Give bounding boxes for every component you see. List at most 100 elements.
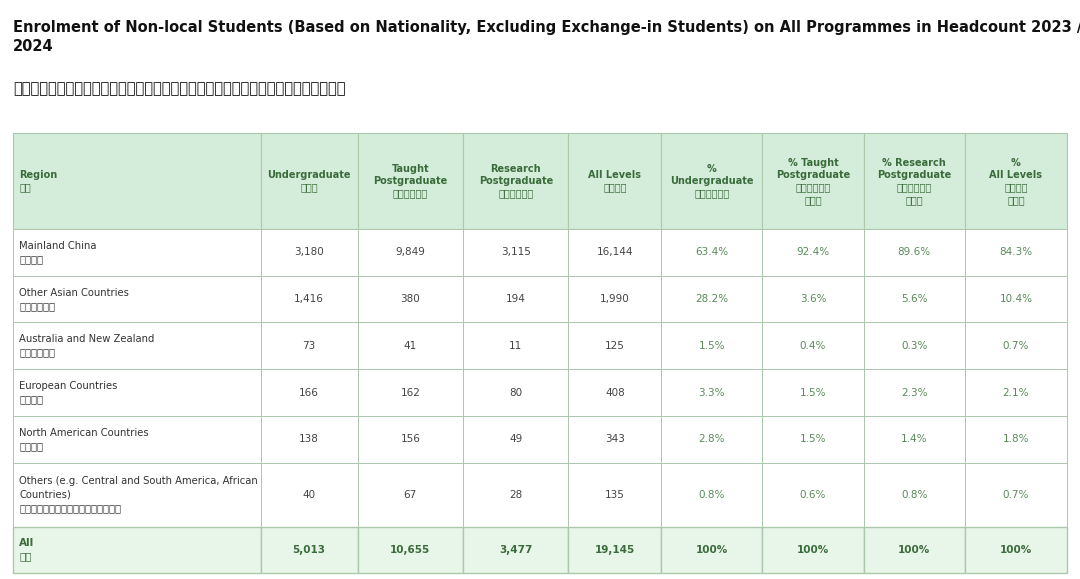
Bar [357,463,463,526]
Text: 0.4%: 0.4% [800,341,826,351]
Text: 3,180: 3,180 [294,247,324,258]
Bar [762,416,864,463]
Text: 166: 166 [299,387,319,398]
Bar [13,526,260,573]
Text: 135: 135 [605,489,624,500]
Bar [964,133,1067,229]
Bar [568,463,661,526]
Bar [661,133,762,229]
Text: 二零二三／二零二四年度所有課程非本地學生（以國籍釐定，不包括交換生）就讀人數: 二零二三／二零二四年度所有課程非本地學生（以國籍釐定，不包括交換生）就讀人數 [13,81,346,96]
Bar [357,133,463,229]
Text: 11: 11 [509,341,523,351]
Bar [13,416,260,463]
Bar [357,229,463,276]
Bar [661,463,762,526]
Bar [661,323,762,369]
Text: 100%: 100% [797,545,829,555]
Bar [568,229,661,276]
Text: 28.2%: 28.2% [696,294,728,304]
Bar [463,369,568,416]
Text: 138: 138 [299,434,319,444]
Bar [13,276,260,323]
Bar [661,416,762,463]
Text: Mainland China
中國內地: Mainland China 中國內地 [19,241,97,264]
Text: Undergraduate
本科生: Undergraduate 本科生 [268,170,351,192]
Bar [661,229,762,276]
Bar [13,463,260,526]
Bar [463,526,568,573]
Bar [568,369,661,416]
Text: 1.5%: 1.5% [800,387,826,398]
Bar [260,229,357,276]
Text: 100%: 100% [899,545,930,555]
Bar [260,133,357,229]
Bar [762,229,864,276]
Text: 0.7%: 0.7% [1002,489,1029,500]
Bar [864,323,964,369]
Bar [964,416,1067,463]
Text: European Countries
歐洲國家: European Countries 歐洲國家 [19,381,118,404]
Text: 3.6%: 3.6% [800,294,826,304]
Bar [568,133,661,229]
Bar [13,323,260,369]
Text: 0.8%: 0.8% [901,489,928,500]
Text: 40: 40 [302,489,315,500]
Text: 408: 408 [605,387,624,398]
Text: 1,990: 1,990 [600,294,630,304]
Bar [463,229,568,276]
Text: Other Asian Countries
其他亞洲國家: Other Asian Countries 其他亞洲國家 [19,288,130,311]
Bar [463,133,568,229]
Bar [864,526,964,573]
Bar [568,416,661,463]
Bar [762,323,864,369]
Text: 343: 343 [605,434,624,444]
Text: 0.7%: 0.7% [1002,341,1029,351]
Text: North American Countries
北美國家: North American Countries 北美國家 [19,428,149,451]
Bar [13,133,260,229]
Text: 16,144: 16,144 [596,247,633,258]
Bar [260,276,357,323]
Text: 3,115: 3,115 [501,247,530,258]
Text: Australia and New Zealand
澳洲及新西蘭: Australia and New Zealand 澳洲及新西蘭 [19,334,154,357]
Bar [568,526,661,573]
Text: Others (e.g. Central and South America, African
Countries)
其他（例如：中美及南美、非洲國家）: Others (e.g. Central and South America, … [19,477,258,513]
Bar [864,369,964,416]
Text: 1.4%: 1.4% [901,434,928,444]
Text: 2.8%: 2.8% [699,434,725,444]
Bar [568,276,661,323]
Text: 5.6%: 5.6% [901,294,928,304]
Text: 125: 125 [605,341,624,351]
Text: 28: 28 [509,489,523,500]
Text: 0.6%: 0.6% [800,489,826,500]
Text: Taught
Postgraduate
修課式研究生: Taught Postgraduate 修課式研究生 [374,164,447,199]
Text: 162: 162 [401,387,420,398]
Text: Research
Postgraduate
研究式研究生: Research Postgraduate 研究式研究生 [478,164,553,199]
Bar [260,526,357,573]
Text: 1,416: 1,416 [294,294,324,304]
Bar [762,463,864,526]
Text: 41: 41 [404,341,417,351]
Text: 2.1%: 2.1% [1002,387,1029,398]
Text: 67: 67 [404,489,417,500]
Text: 100%: 100% [1000,545,1032,555]
Bar [864,463,964,526]
Text: 0.3%: 0.3% [901,341,928,351]
Bar [357,526,463,573]
Text: 156: 156 [401,434,420,444]
Text: All Levels
全部課程: All Levels 全部課程 [589,170,642,192]
Bar [964,369,1067,416]
Bar [260,369,357,416]
Bar [260,323,357,369]
Text: 3.3%: 3.3% [699,387,725,398]
Text: 5,013: 5,013 [293,545,326,555]
Bar [762,276,864,323]
Bar [661,369,762,416]
Text: 19,145: 19,145 [595,545,635,555]
Bar [357,323,463,369]
Text: 49: 49 [509,434,523,444]
Bar [762,133,864,229]
Bar [357,416,463,463]
Text: 73: 73 [302,341,315,351]
Bar [13,369,260,416]
Text: 194: 194 [505,294,526,304]
